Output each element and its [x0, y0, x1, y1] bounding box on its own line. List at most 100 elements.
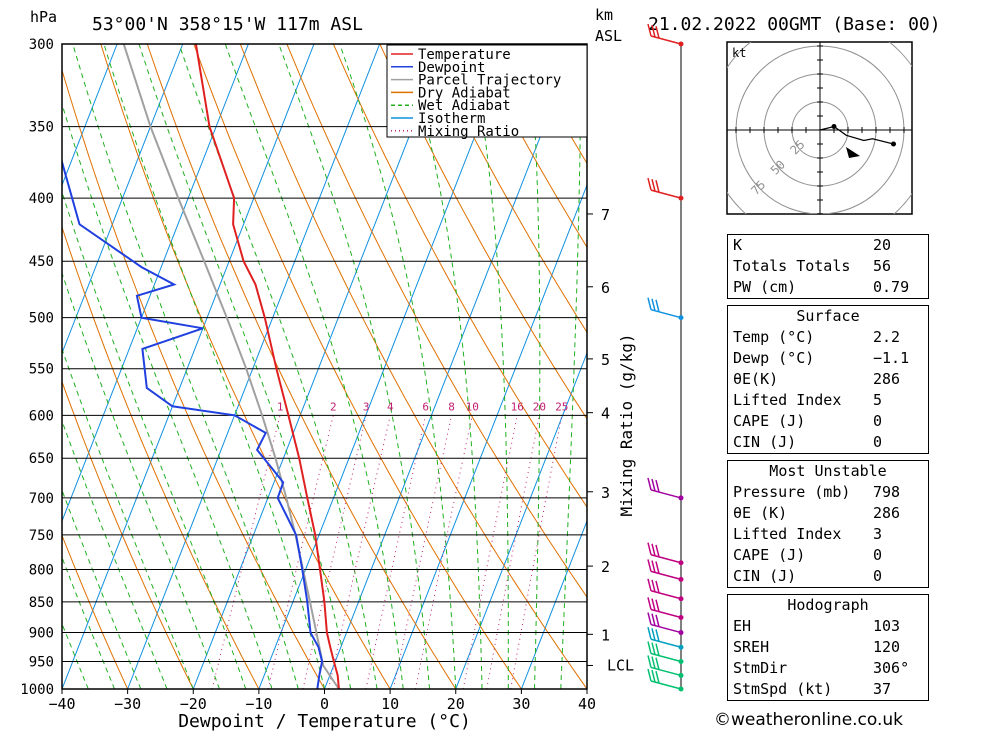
- storm-motion-marker: [846, 147, 860, 158]
- dry-adiabat-line: [379, 44, 587, 420]
- legend-label: Parcel Trajectory: [418, 73, 561, 89]
- pressure-tick-label: 1000: [20, 682, 54, 698]
- surface-row: Lifted Index 5: [728, 390, 928, 411]
- dry-adiabat-line: [472, 44, 587, 249]
- wind-barb: [647, 559, 684, 582]
- wind-barb-staff: [650, 638, 682, 648]
- surface-value: 5: [873, 391, 883, 409]
- dry-adiabat-line: [938, 44, 1000, 689]
- wind-barb-staff: [650, 189, 682, 199]
- mixing-ratio-line: [328, 415, 391, 689]
- wet-adiabat-line: [224, 44, 404, 689]
- wind-barb: [647, 177, 684, 201]
- hodograph-label: StmSpd (kt): [733, 680, 833, 698]
- surface-value: 0: [873, 433, 883, 451]
- wind-barb-staff: [650, 489, 682, 499]
- most-unstable-value: 0: [873, 546, 883, 564]
- wind-barb-feather: [651, 298, 656, 311]
- surface-label: Temp (°C): [733, 328, 815, 346]
- pressure-tick-label: 500: [29, 311, 54, 327]
- wind-barb-feather: [647, 641, 652, 654]
- wind-barb-feather: [647, 559, 652, 572]
- wind-barb-feather: [655, 629, 660, 642]
- wet-adiabat-line: [62, 488, 142, 689]
- mixing-ratio-label: 20: [533, 400, 546, 413]
- km-tick-label: 2: [601, 558, 610, 576]
- pressure-tick-label: 850: [29, 595, 54, 611]
- dewpoint-line: [62, 158, 324, 689]
- wet-adiabat-line: [405, 44, 483, 689]
- pressure-tick-label: 600: [29, 408, 54, 424]
- dry-adiabat-line: [332, 44, 587, 509]
- most-unstable-value: 286: [873, 504, 901, 522]
- most-unstable-label: CAPE (J): [733, 546, 806, 564]
- most-unstable-label: Pressure (mb): [733, 483, 851, 501]
- wet-adiabat-line: [178, 44, 378, 689]
- surface-row: CIN (J) 0: [728, 432, 928, 453]
- wind-barb-feather: [647, 542, 652, 555]
- index-row: Totals Totals 56: [728, 256, 928, 277]
- wind-barb-feather: [655, 479, 660, 493]
- most-unstable-table: Most Unstable Pressure (mb) 798 θE (K) 286 L…: [727, 460, 929, 588]
- wind-barb: [647, 641, 684, 665]
- wind-barb-staff: [650, 608, 682, 619]
- mixing-ratio-label: 16: [511, 400, 524, 413]
- most-unstable-row: Pressure (mb) 798: [728, 482, 928, 503]
- wind-barb: [647, 297, 684, 321]
- wind-barb-feather: [655, 544, 660, 558]
- most-unstable-row: Lifted Index 3: [728, 524, 928, 545]
- surface-value: 2.2: [873, 328, 901, 346]
- wind-barb-feather: [647, 23, 652, 37]
- wind-barb-feather: [655, 180, 660, 193]
- temperature-tick-label: −40: [48, 695, 75, 713]
- wind-barb-feather: [651, 179, 656, 192]
- surface-table: Surface Temp (°C) 2.2 Dewp (°C) −1.1 θE(K) 28…: [727, 305, 929, 454]
- asl-unit-label: ASL: [595, 27, 622, 45]
- index-label: Totals Totals: [733, 257, 851, 275]
- dry-adiabat-line: [146, 44, 457, 689]
- mixing-ratio-line: [365, 415, 427, 689]
- wet-adiabat-line: [72, 44, 299, 689]
- surface-row: θE(K) 286: [728, 369, 928, 390]
- wind-barb-feather: [655, 614, 660, 627]
- wind-barb-feather: [651, 656, 656, 669]
- isotherm-line: [62, 44, 315, 689]
- temperature-tick-label: −10: [245, 695, 272, 713]
- mixing-ratio-label: 8: [448, 400, 455, 413]
- hodograph-unit-label: kt: [732, 46, 746, 60]
- surface-value: 286: [873, 370, 901, 388]
- wind-barb: [647, 23, 684, 47]
- hodograph-start-dot: [831, 124, 837, 129]
- wind-barb-staff: [650, 35, 682, 45]
- wind-barb-feather: [655, 599, 660, 612]
- hodograph-value: 103: [873, 617, 901, 635]
- legend-label: Dewpoint: [418, 60, 485, 76]
- mixing-ratio-label: 2: [330, 400, 337, 413]
- isotherm-line: [192, 44, 446, 689]
- hodograph-label: EH: [733, 617, 752, 635]
- isotherm-line: [324, 44, 577, 689]
- mixing-ratio-label: 10: [466, 400, 479, 413]
- surface-row: CAPE (J) 0: [728, 411, 928, 432]
- wind-barb: [647, 578, 684, 602]
- wind-barb: [647, 542, 684, 566]
- x-axis-label: Dewpoint / Temperature (°C): [178, 711, 471, 732]
- indices-table: K 20 Totals Totals 56 PW (cm) 0.79: [727, 234, 929, 299]
- index-value: 56: [873, 257, 892, 275]
- wet-adiabat-line: [529, 44, 541, 689]
- datetime-title: 21.02.2022 00GMT (Base: 00): [648, 14, 941, 35]
- pressure-tick-label: 550: [29, 362, 54, 378]
- temperature-line: [194, 44, 340, 689]
- mixing-ratio-axis-label: Mixing Ratio (g/kg): [617, 333, 636, 516]
- wind-barb-feather: [647, 668, 652, 682]
- wet-adiabat-line: [278, 44, 430, 689]
- wind-barb-feather: [651, 478, 656, 492]
- mixing-ratio-label: 1: [277, 400, 284, 413]
- wind-barb-feather: [655, 299, 660, 313]
- legend-label: Wet Adiabat: [418, 98, 511, 114]
- dry-adiabat-line: [62, 534, 129, 689]
- surface-value: 0: [873, 412, 883, 430]
- wind-barb-feather: [655, 643, 660, 656]
